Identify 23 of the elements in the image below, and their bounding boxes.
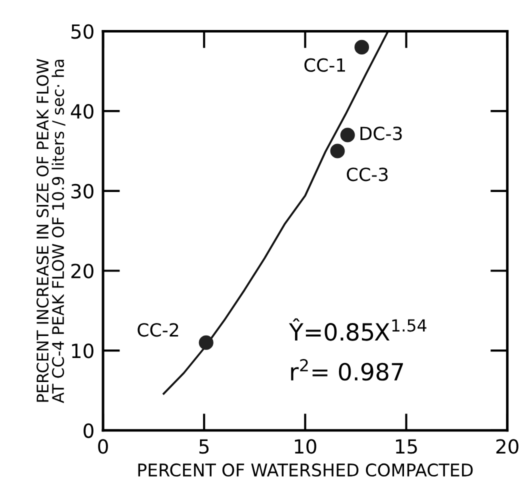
point — [340, 128, 355, 142]
x-axis-title: PERCENT OF WATERSHED COMPACTED — [138, 463, 473, 477]
y-tick-label: 50 — [71, 24, 94, 39]
annotation: r$^{2}$= 0.987 — [291, 359, 403, 381]
point — [198, 335, 214, 350]
annotation: CC-2 — [138, 323, 178, 337]
y-tick-label: 40 — [70, 104, 94, 119]
x-tick-label: 5 — [199, 439, 209, 454]
annotation: Ŷ=0.85X$^{1.54}$ — [288, 318, 426, 341]
x-tick-label: 15 — [396, 439, 417, 454]
y-tick-label: 30 — [71, 184, 94, 199]
x-tick-label: 10 — [294, 439, 316, 454]
point — [330, 144, 345, 158]
y-tick-label: 10 — [72, 344, 94, 358]
point — [354, 40, 370, 54]
y-axis-title: PERCENT INCREASE IN SIZE OF PEAK FLOW AT CC-4 PEAK FLOW OF 10.9 liters / sec· ha — [36, 58, 66, 404]
y-tick-label: 0 — [84, 423, 94, 438]
annotation: CC-1 — [304, 58, 345, 72]
annotation: CC-3 — [346, 168, 388, 182]
annotation: DC-3 — [360, 126, 402, 140]
x-tick-label: 20 — [496, 439, 518, 454]
y-tick-label: 20 — [71, 264, 94, 278]
x-tick-label: 0 — [98, 439, 108, 454]
